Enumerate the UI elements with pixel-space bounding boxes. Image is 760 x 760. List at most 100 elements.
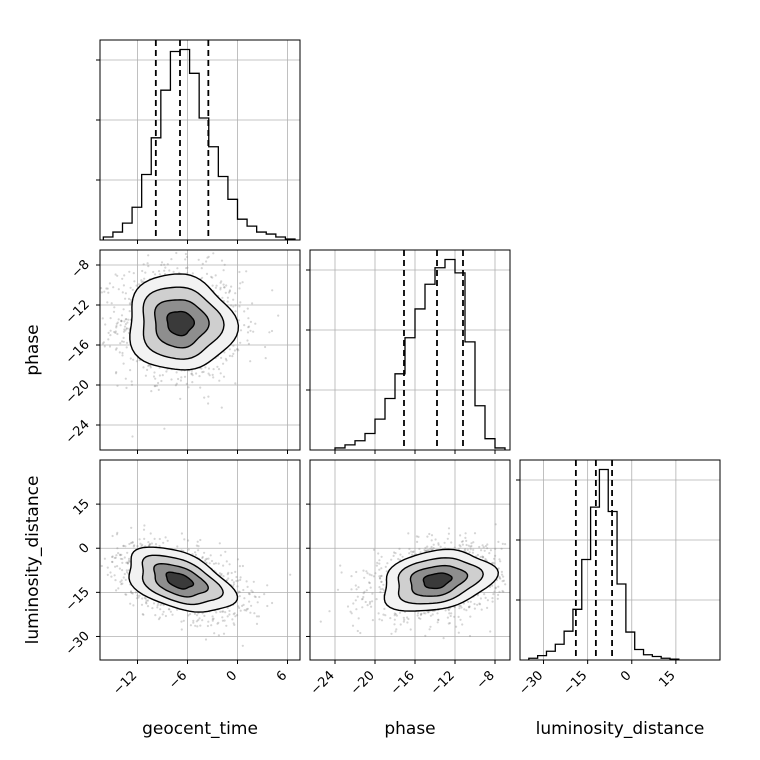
sample-point [242,588,245,592]
x-tick-label-phase: −8 [474,668,498,692]
x-tick-label-geocent_time: −6 [166,668,190,692]
sample-point [109,317,112,320]
sample-point [108,345,112,348]
sample-point [467,606,471,609]
sample-point [422,612,426,615]
sample-point [231,579,234,582]
sample-point [125,569,128,572]
sample-point [214,286,217,289]
sample-point [122,544,125,547]
sample-point [136,545,139,548]
sample-point [368,581,371,584]
sample-point [416,540,419,544]
sample-point [237,579,240,582]
sample-point [228,354,231,357]
sample-point [129,298,132,301]
sample-point [425,549,428,552]
sample-point [379,588,382,591]
sample-point [228,290,231,293]
sample-point [124,545,127,548]
sample-point [378,559,381,562]
sample-point [364,600,367,604]
sample-point [468,634,472,638]
sample-point [141,543,144,547]
panel-hist-geocent_time [96,39,301,241]
sample-point [158,273,161,276]
sample-point [120,319,123,322]
sample-point [463,608,466,611]
sample-point [105,287,108,290]
sample-point [233,623,236,627]
sample-point [380,567,383,570]
sample-point [233,612,236,615]
sample-point [520,564,522,566]
sample-point [453,546,456,549]
sample-point [406,621,409,624]
sample-point [417,535,420,539]
sample-point [121,561,124,565]
sample-point [430,539,433,542]
sample-point [383,607,386,611]
sample-point [123,274,126,277]
sample-point [478,602,481,605]
sample-point [122,284,125,287]
sample-point [336,588,340,591]
sample-point [209,554,212,557]
sample-point [197,258,200,261]
sample-point [246,607,249,610]
sample-point [394,552,397,555]
sample-point [236,614,239,617]
sample-point [234,570,237,574]
sample-point [381,587,384,591]
sample-point [448,622,451,625]
histogram-step-geocent_time [102,48,296,240]
sample-point [211,373,214,376]
sample-point [223,286,226,289]
contour-line-3 [141,554,224,606]
sample-point [156,604,159,607]
sample-point [146,605,150,608]
sample-point [221,619,224,622]
sample-point [86,559,88,561]
sample-point [94,326,96,328]
contour-line-1 [166,310,195,337]
panel-border-geocent_time-vs-luminosity_distance [99,459,301,661]
sample-point [127,557,131,560]
sample-point [149,366,152,369]
sample-point [501,580,504,583]
sample-point [518,588,520,590]
sample-point [385,570,388,573]
sample-point [350,612,353,615]
sample-point [448,612,451,615]
sample-point [180,532,183,535]
sample-point [163,427,166,430]
sample-point [119,342,122,345]
sample-point [125,341,129,344]
sample-point [121,582,124,585]
sample-point [417,616,420,620]
contour-line-2 [153,562,209,598]
sample-point [228,291,231,294]
sample-point [199,538,202,542]
sample-point [219,281,222,284]
sample-point [191,272,194,275]
sample-point [394,613,397,616]
sample-point [245,608,248,611]
sample-point [412,550,415,553]
sample-point [478,545,481,549]
sample-point [501,589,504,593]
sample-point [140,279,143,282]
sample-point [238,287,241,290]
sample-point [384,565,387,569]
sample-point [101,317,104,320]
sample-point [154,377,157,380]
x-axis-label-geocent_time: geocent_time [142,719,258,739]
sample-point [212,368,215,371]
sample-point [254,595,257,599]
y-tick-label-luminosity_distance: 0 [76,540,92,556]
sample-point [464,548,467,551]
sample-point [246,339,249,342]
sample-point [470,544,473,548]
sample-point [447,609,450,612]
sample-point [225,359,228,362]
